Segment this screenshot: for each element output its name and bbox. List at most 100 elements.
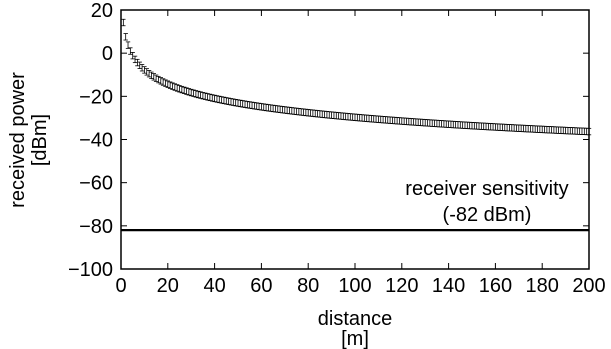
error-bar-point (193, 90, 199, 98)
error-bar-point (369, 115, 374, 123)
error-bar-point (217, 95, 222, 104)
error-bar-point (462, 121, 468, 129)
error-bar-point (586, 127, 592, 136)
x-tick-label: 200 (572, 275, 605, 297)
error-bar-point (474, 122, 479, 130)
error-bar-point (355, 113, 360, 122)
error-bar-point (455, 121, 461, 129)
y-tick-label: −20 (79, 86, 113, 108)
error-bar-point (310, 109, 316, 117)
error-bar-point (532, 125, 538, 133)
error-bar-point (404, 117, 409, 126)
y-tick-label: −80 (79, 216, 113, 238)
error-bar-point (205, 93, 210, 101)
error-bar-point (551, 126, 557, 134)
error-bar-point (352, 113, 358, 121)
error-bar-point (385, 116, 390, 124)
error-bar-point (434, 119, 440, 128)
error-bar-point (137, 61, 142, 69)
error-bar-point (121, 18, 126, 27)
x-tick-label: 20 (157, 275, 179, 297)
error-bar-point (446, 120, 451, 128)
x-tick-label: 60 (250, 275, 272, 297)
y-tick-label: 20 (91, 0, 113, 22)
error-bar-point (514, 124, 519, 132)
error-bar-point (448, 120, 454, 129)
error-bar-point (554, 126, 559, 134)
error-bar-point (158, 77, 163, 85)
error-bar-point (254, 102, 259, 110)
error-bar-point (282, 106, 287, 114)
error-bar-point (507, 124, 512, 132)
error-bar-point (387, 116, 393, 124)
error-bar-point (320, 110, 325, 118)
error-bar-point (144, 68, 149, 76)
error-bar-point (228, 98, 234, 106)
error-bar-point (476, 122, 482, 130)
error-bar-point (132, 55, 138, 64)
x-tick-label: 40 (203, 275, 225, 297)
error-bar-point (259, 103, 264, 111)
error-bar-point (423, 119, 428, 127)
error-bar-point (479, 122, 484, 130)
error-bar-point (378, 115, 383, 124)
error-bar-point (123, 33, 128, 41)
error-bar-point (509, 124, 514, 132)
error-bar-point (165, 80, 170, 88)
error-bar-point (549, 126, 554, 134)
error-bar-point (504, 123, 510, 132)
error-bar-point (184, 87, 189, 95)
error-bar-point (242, 100, 248, 108)
error-bar-point (221, 96, 227, 105)
error-bar-point (296, 108, 302, 116)
data-marks (121, 18, 592, 136)
error-bar-point (224, 97, 229, 105)
error-bar-point (252, 102, 257, 110)
error-bar-point (584, 127, 589, 136)
error-bar-point (542, 125, 547, 134)
error-bar-point (275, 105, 280, 113)
error-bar-point (324, 111, 330, 119)
y-axis-label: received power (7, 72, 29, 208)
error-bar-point (516, 124, 521, 132)
error-bar-point (399, 117, 404, 125)
error-bar-point (472, 122, 477, 130)
error-bar-point (273, 105, 278, 113)
error-bar-point (263, 103, 269, 112)
error-bar-point (544, 126, 550, 134)
error-bar-point (214, 95, 220, 103)
error-bar-point (191, 89, 196, 97)
error-bar-point (366, 114, 372, 123)
error-bar-point (240, 100, 245, 108)
x-axis-label: distance (318, 308, 393, 330)
error-bar-point (313, 109, 318, 118)
error-bar-point (521, 124, 526, 133)
error-bar-point (231, 98, 236, 106)
error-bar-point (334, 111, 339, 120)
error-bar-point (160, 78, 166, 86)
y-tick-label: −100 (68, 259, 113, 281)
error-bar-point (186, 88, 192, 96)
error-bar-point (525, 125, 531, 133)
error-bar-point (467, 121, 472, 130)
error-bar-point (247, 101, 252, 109)
error-bar-point (233, 98, 238, 107)
error-bar-point (392, 116, 397, 125)
error-bar-point (558, 126, 564, 134)
error-bar-point (572, 127, 578, 135)
error-bar-point (483, 122, 489, 131)
error-bar-point (338, 112, 344, 120)
error-bar-point (301, 108, 306, 116)
error-bar-point (327, 111, 332, 119)
error-bar-point (565, 126, 571, 135)
error-bar-point (577, 127, 582, 135)
error-bar-point (415, 118, 421, 126)
error-bar-point (249, 101, 255, 110)
error-bar-point (315, 110, 320, 118)
x-tick-label: 140 (432, 275, 465, 297)
error-bar-point (235, 99, 241, 107)
error-bar-point (406, 117, 412, 126)
error-bar-point (518, 124, 524, 132)
error-bar-point (177, 85, 182, 93)
error-bar-point (156, 75, 161, 84)
